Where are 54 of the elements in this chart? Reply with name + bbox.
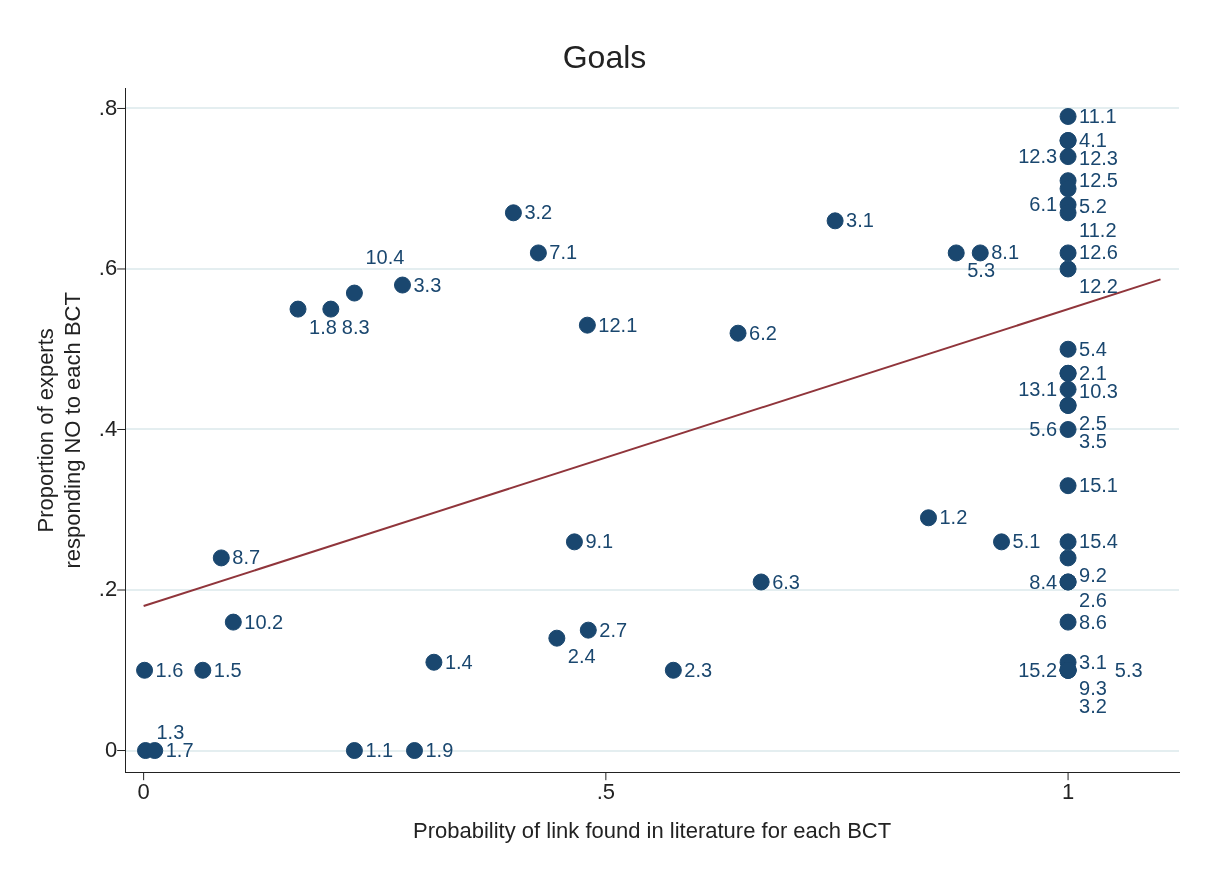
annotation: 15.4 <box>1079 530 1119 553</box>
annotation: 1.9 <box>425 739 454 762</box>
x-tick-label: 1 <box>1061 779 1075 805</box>
annotation: 10.4 <box>365 245 405 268</box>
annotation: 1.6 <box>155 658 184 681</box>
annotation: 12.3 <box>1018 145 1058 168</box>
chart-title: Goals <box>562 39 647 76</box>
annotation: 12.2 <box>1079 275 1119 298</box>
annotation: 11.1 <box>1079 105 1117 128</box>
annotation: 6.3 <box>772 570 800 593</box>
annotation: 2.6 <box>1079 588 1107 611</box>
y-tick-label: 0 <box>104 736 118 762</box>
annotation: 8.6 <box>1079 610 1107 633</box>
y-tick-label: .6 <box>98 255 118 281</box>
annotation: 2.3 <box>684 658 713 681</box>
annotation: 5.1 <box>1012 530 1041 553</box>
y-axis-title: Proportion of experts responding NO to each BCT <box>33 292 85 569</box>
annotation: 1.5 <box>213 658 242 681</box>
annotation: 15.2 <box>1018 658 1058 681</box>
y-tick-label: .4 <box>98 415 118 441</box>
annotation: 9.1 <box>585 530 614 553</box>
annotation: 12.1 <box>598 313 638 336</box>
annotation: 6.1 <box>1029 193 1058 216</box>
annotation: 10.2 <box>244 610 284 633</box>
annotation: 8.3 <box>341 315 370 338</box>
annotation: 12.5 <box>1079 169 1119 192</box>
annotation: 2.4 <box>567 644 596 667</box>
annotation: 11.2 <box>1079 219 1117 242</box>
annotation: 5.2 <box>1079 195 1107 218</box>
annotation: 3.1 <box>1079 650 1107 673</box>
y-tick-label: .2 <box>98 576 118 602</box>
annotation: 9.2 <box>1079 564 1107 587</box>
annotation: 12.6 <box>1079 241 1119 264</box>
annotation: 7.1 <box>549 241 578 264</box>
annotation: 1.8 <box>309 315 337 338</box>
annotation: 8.7 <box>232 546 261 569</box>
annotation: 5.3 <box>1114 658 1143 681</box>
annotation: 5.4 <box>1079 337 1107 360</box>
annotation: 15.1 <box>1079 474 1119 497</box>
annotation: 8.4 <box>1029 570 1058 593</box>
y-tick-label: .8 <box>98 94 118 120</box>
annotation: 3.3 <box>413 273 442 296</box>
x-tick-label: .5 <box>596 779 616 805</box>
annotation: 6.2 <box>749 321 777 344</box>
annotation: 2.7 <box>599 618 628 641</box>
annotation: 13.1 <box>1018 377 1058 400</box>
annotation: 1.1 <box>365 739 394 762</box>
annotation: 3.1 <box>846 209 874 232</box>
annotation: 1.4 <box>444 650 473 673</box>
annotation: 3.2 <box>524 201 553 224</box>
x-axis-title: Probability of link found in literature for each BCT <box>413 817 892 843</box>
x-tick-label: 0 <box>137 779 150 805</box>
annotation: 1.2 <box>939 506 968 529</box>
annotation: 5.6 <box>1029 418 1058 441</box>
